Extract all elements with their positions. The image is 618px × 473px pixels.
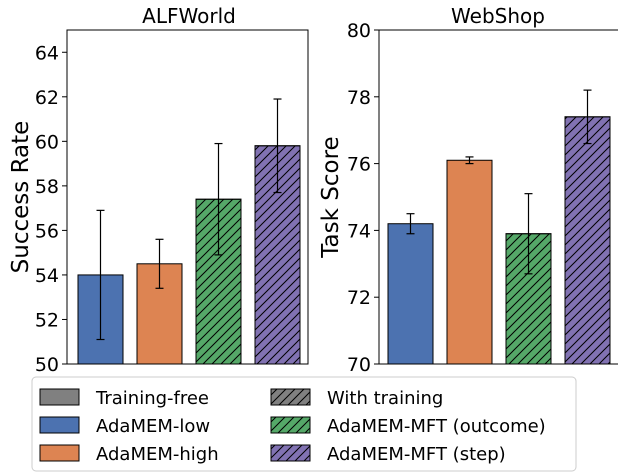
legend-swatch-hatch: [270, 388, 311, 406]
webshop-title: WebShop: [451, 4, 545, 28]
webshop-bar-1: [387, 223, 434, 365]
alfworld-error-bar-3: [214, 142, 223, 256]
webshop-plot-frame: [378, 29, 618, 365]
webshop-error-bar-1: [406, 213, 415, 235]
webshop-y-axis-label: Task Score: [318, 136, 344, 258]
alfworld-y-tick-label: 58: [35, 176, 59, 198]
webshop-error-bar-2: [465, 156, 474, 165]
alfworld-title: ALFWorld: [142, 4, 236, 28]
legend: Training-free With training AdaMEM-low AdaM…: [31, 376, 577, 472]
webshop-bar-hatch-4: [564, 116, 611, 365]
legend-swatch-hatch: [270, 444, 311, 462]
legend-item: AdaMEM-low: [39, 416, 210, 437]
legend-label: AdaMEM-MFT (step): [327, 444, 506, 465]
legend-item: AdaMEM-MFT (step): [270, 444, 506, 465]
alfworld-panel: ALFWorld Success Rate 50 52 54 56 58 60 62 64: [8, 4, 309, 376]
webshop-error-bar-4: [583, 89, 592, 145]
webshop-y-tick-label: 78: [347, 87, 371, 109]
alfworld-y-tick-label: 54: [35, 265, 59, 287]
legend-swatch-hatch: [270, 416, 311, 434]
alfworld-y-tick-label: 50: [35, 354, 59, 376]
legend-label: AdaMEM-MFT (outcome): [327, 416, 546, 437]
webshop-y-tick-label: 70: [347, 354, 371, 376]
alfworld-plot-frame: [66, 29, 309, 365]
legend-label: With training: [327, 388, 443, 409]
alfworld-error-bar-1: [96, 209, 105, 341]
webshop-y-tick-label: 80: [347, 20, 371, 42]
webshop-bar-2: [446, 159, 493, 365]
alfworld-y-axis-label: Success Rate: [8, 121, 34, 274]
webshop-y-tick-label: 72: [347, 287, 371, 309]
alfworld-y-tick-label: 52: [35, 309, 59, 331]
webshop-y-tick-label: 74: [347, 220, 371, 242]
legend-label: Training-free: [95, 388, 209, 409]
alfworld-y-tick-label: 56: [35, 220, 59, 242]
webshop-panel: WebShop Task Score 70 72 74 76 78 80: [318, 4, 618, 376]
legend-swatch: [39, 444, 80, 462]
alfworld-y-tick-label: 62: [35, 87, 59, 109]
legend-item: AdaMEM-MFT (outcome): [270, 416, 546, 437]
webshop-error-bar-3: [524, 193, 533, 275]
alfworld-y-tick-label: 60: [35, 131, 59, 153]
legend-swatch: [39, 388, 80, 406]
alfworld-y-tick-label: 64: [35, 42, 59, 64]
legend-item: With training: [270, 388, 443, 409]
legend-swatch: [39, 416, 80, 434]
webshop-y-tick-label: 76: [347, 154, 371, 176]
legend-label: AdaMEM-high: [96, 444, 219, 465]
legend-label: AdaMEM-low: [96, 416, 210, 437]
alfworld-error-bar-4: [273, 98, 282, 194]
legend-item: AdaMEM-high: [39, 444, 219, 465]
legend-item: Training-free: [39, 388, 209, 409]
alfworld-error-bar-2: [155, 238, 164, 289]
